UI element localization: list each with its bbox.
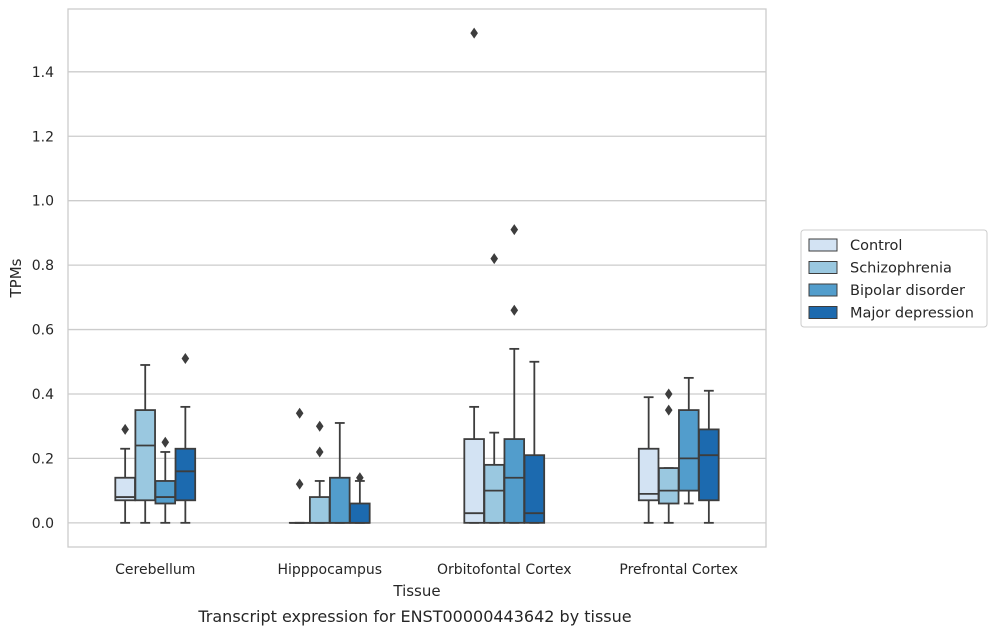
series-schizophrenia bbox=[134, 253, 680, 524]
box-series bbox=[114, 27, 720, 524]
iqr-box bbox=[483, 463, 505, 524]
y-tick-label: 1.0 bbox=[32, 194, 54, 210]
series-bipolar-disorder bbox=[154, 224, 700, 524]
box-plot bbox=[463, 27, 485, 524]
x-axis-label: Tissue bbox=[392, 582, 440, 600]
y-tick-label: 0.8 bbox=[32, 258, 54, 274]
outlier-point bbox=[161, 436, 170, 448]
y-tick-label: 0.4 bbox=[32, 387, 54, 403]
legend-swatch bbox=[808, 283, 838, 297]
box-plot bbox=[483, 253, 505, 524]
outlier-point bbox=[664, 404, 673, 416]
iqr-box bbox=[154, 480, 177, 505]
box-plot bbox=[523, 360, 546, 524]
y-tick-labels: 0.0 0.2 0.4 0.6 0.8 1.0 1.2 1.4 bbox=[32, 65, 54, 532]
iqr-box bbox=[523, 454, 546, 524]
box-plot bbox=[134, 364, 156, 524]
box-plot bbox=[637, 396, 660, 524]
legend: Control Schizophrenia Bipolar disorder Majo… bbox=[800, 229, 988, 328]
outlier-point bbox=[315, 446, 324, 458]
box-plot bbox=[288, 407, 311, 524]
grid-lines bbox=[68, 71, 766, 524]
outlier-point bbox=[510, 224, 519, 236]
iqr-box bbox=[678, 409, 700, 492]
plot-area-frame bbox=[67, 8, 767, 548]
y-tick-label: 1.2 bbox=[32, 129, 54, 145]
x-tick-label: Cerebellum bbox=[115, 562, 195, 578]
legend-swatch bbox=[808, 306, 838, 319]
iqr-box bbox=[308, 496, 331, 524]
box-plot bbox=[154, 436, 177, 524]
y-tick-label: 1.4 bbox=[32, 65, 54, 81]
x-tick-label: Prefrontal Cortex bbox=[619, 562, 738, 578]
legend-label: Schizophrenia bbox=[850, 261, 952, 277]
iqr-box bbox=[349, 502, 371, 524]
outlier-point bbox=[470, 27, 478, 39]
box-plot bbox=[678, 376, 700, 505]
box-plot bbox=[329, 422, 351, 524]
outlier-point bbox=[356, 472, 364, 484]
iqr-box bbox=[463, 438, 485, 524]
x-tick-labels: Cerebellum Hipppocampus Orbitofontal Corte… bbox=[115, 562, 738, 578]
iqr-box bbox=[503, 438, 526, 524]
box-plot bbox=[308, 420, 331, 524]
outlier-point bbox=[121, 423, 129, 435]
outlier-point bbox=[664, 388, 673, 400]
chart-caption: Transcript expression for ENST0000044364… bbox=[197, 607, 631, 626]
series-major-depression bbox=[174, 353, 720, 524]
legend-frame bbox=[800, 229, 988, 328]
y-tick-label: 0.2 bbox=[32, 451, 54, 467]
outlier-point bbox=[490, 253, 499, 265]
iqr-box bbox=[698, 428, 720, 502]
legend-label: Bipolar disorder bbox=[850, 283, 965, 299]
legend-label: Control bbox=[850, 238, 902, 254]
box-plot bbox=[174, 353, 197, 524]
y-tick-label: 0.0 bbox=[32, 516, 54, 532]
legend-label: Major depression bbox=[850, 306, 974, 322]
outlier-point bbox=[295, 478, 304, 490]
outlier-point bbox=[510, 304, 519, 316]
x-tick-label: Hipppocampus bbox=[277, 562, 382, 578]
legend-swatch bbox=[808, 261, 838, 274]
outlier-point bbox=[295, 407, 304, 419]
outlier-point bbox=[181, 353, 190, 365]
box-plot bbox=[657, 388, 680, 524]
iqr-box bbox=[134, 409, 156, 502]
x-tick-label: Orbitofontal Cortex bbox=[437, 562, 572, 578]
box-plot bbox=[503, 224, 526, 524]
y-tick-label: 0.6 bbox=[32, 323, 54, 339]
iqr-box bbox=[174, 447, 197, 502]
outlier-point bbox=[315, 420, 324, 432]
legend-swatch bbox=[808, 238, 838, 252]
box-plot bbox=[349, 472, 371, 524]
y-axis-label: TPMs bbox=[7, 258, 25, 298]
box-plot bbox=[698, 389, 720, 524]
series-control bbox=[114, 27, 660, 524]
iqr-box bbox=[329, 476, 351, 524]
iqr-box bbox=[657, 467, 680, 505]
box-plot bbox=[114, 423, 136, 524]
iqr-box bbox=[637, 447, 660, 502]
